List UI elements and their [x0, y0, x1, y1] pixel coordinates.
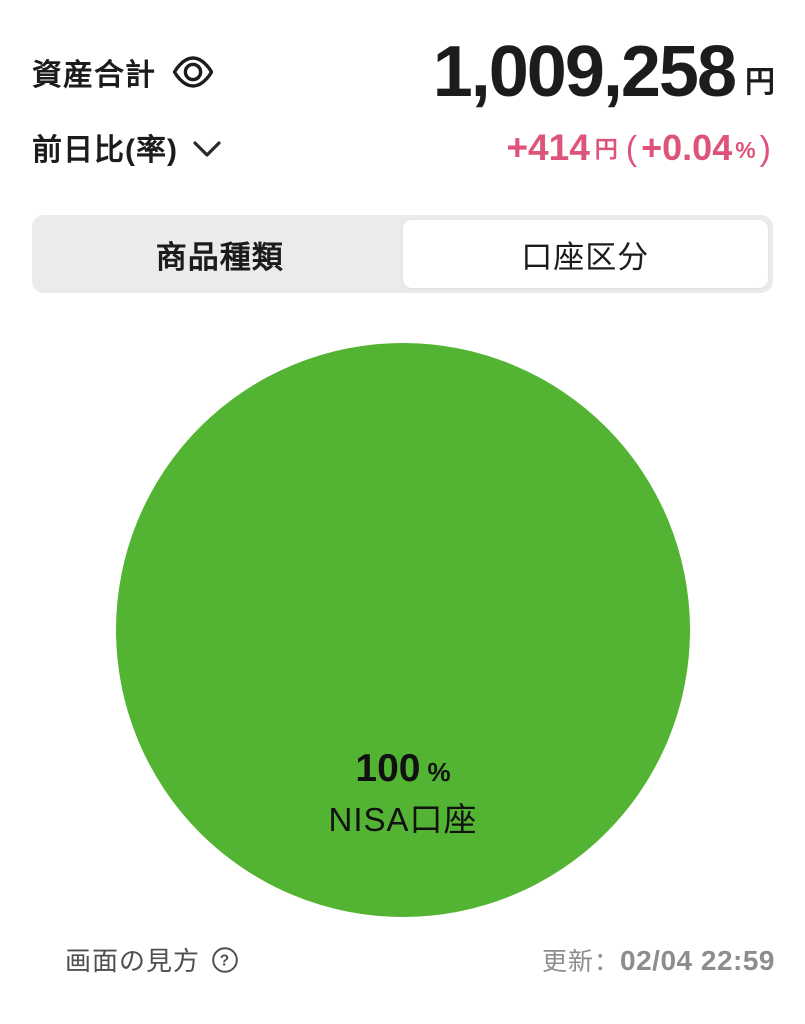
updated-label: 更新：	[542, 947, 621, 976]
pie-slice-percentage: 100%	[116, 747, 690, 790]
tab-product-type[interactable]: 商品種類	[37, 220, 403, 288]
pie-chart: 100% NISA口座	[0, 343, 805, 917]
total-assets-amount: 1,009,258 円	[433, 36, 775, 108]
tab-product-type-label: 商品種類	[155, 239, 284, 275]
change-metric-label: 前日比(率)	[32, 134, 178, 167]
breakdown-view-tabs: 商品種類 口座区分	[32, 215, 773, 293]
question-circle-icon: ?	[211, 946, 239, 974]
pie-slice-label: 100% NISA口座	[116, 747, 690, 841]
daily-change-value: +414 円 ( +0.04 % )	[506, 129, 775, 166]
svg-text:?: ?	[220, 952, 230, 969]
change-metric-selector[interactable]: 前日比(率)	[32, 125, 223, 169]
header: 資産合計 1,009,258 円 前日比(率)	[0, 0, 805, 170]
pie-slice-percent-value: 100	[355, 747, 421, 790]
pie-slice-nisa: 100% NISA口座	[116, 343, 690, 917]
change-amount: +414	[506, 126, 590, 168]
total-assets-unit: 円	[745, 66, 775, 99]
total-assets-value: 1,009,258	[432, 32, 737, 112]
chevron-down-icon	[191, 139, 223, 159]
help-label: 画面の見方	[65, 946, 201, 976]
change-rate-unit: %	[735, 136, 756, 163]
tab-account-category[interactable]: 口座区分	[402, 220, 768, 288]
eye-icon[interactable]	[169, 52, 217, 92]
updated-time: 02/04 22:59	[620, 944, 775, 976]
change-paren-close: )	[759, 129, 771, 168]
footer: 画面の見方 ? 更新： 02/04 22:59	[0, 941, 805, 978]
updated-timestamp: 更新： 02/04 22:59	[542, 942, 775, 978]
help-link[interactable]: 画面の見方 ?	[65, 941, 239, 978]
assets-total-label: 資産合計	[32, 59, 156, 92]
pie-slice-percent-unit: %	[427, 757, 451, 787]
change-paren-open: (	[625, 129, 638, 168]
assets-total-label-group: 資産合計	[32, 50, 217, 94]
tab-account-category-label: 口座区分	[521, 239, 650, 275]
change-rate: +0.04	[641, 126, 733, 168]
change-amount-unit: 円	[594, 135, 618, 162]
pie-slice-name: NISA口座	[328, 800, 478, 838]
